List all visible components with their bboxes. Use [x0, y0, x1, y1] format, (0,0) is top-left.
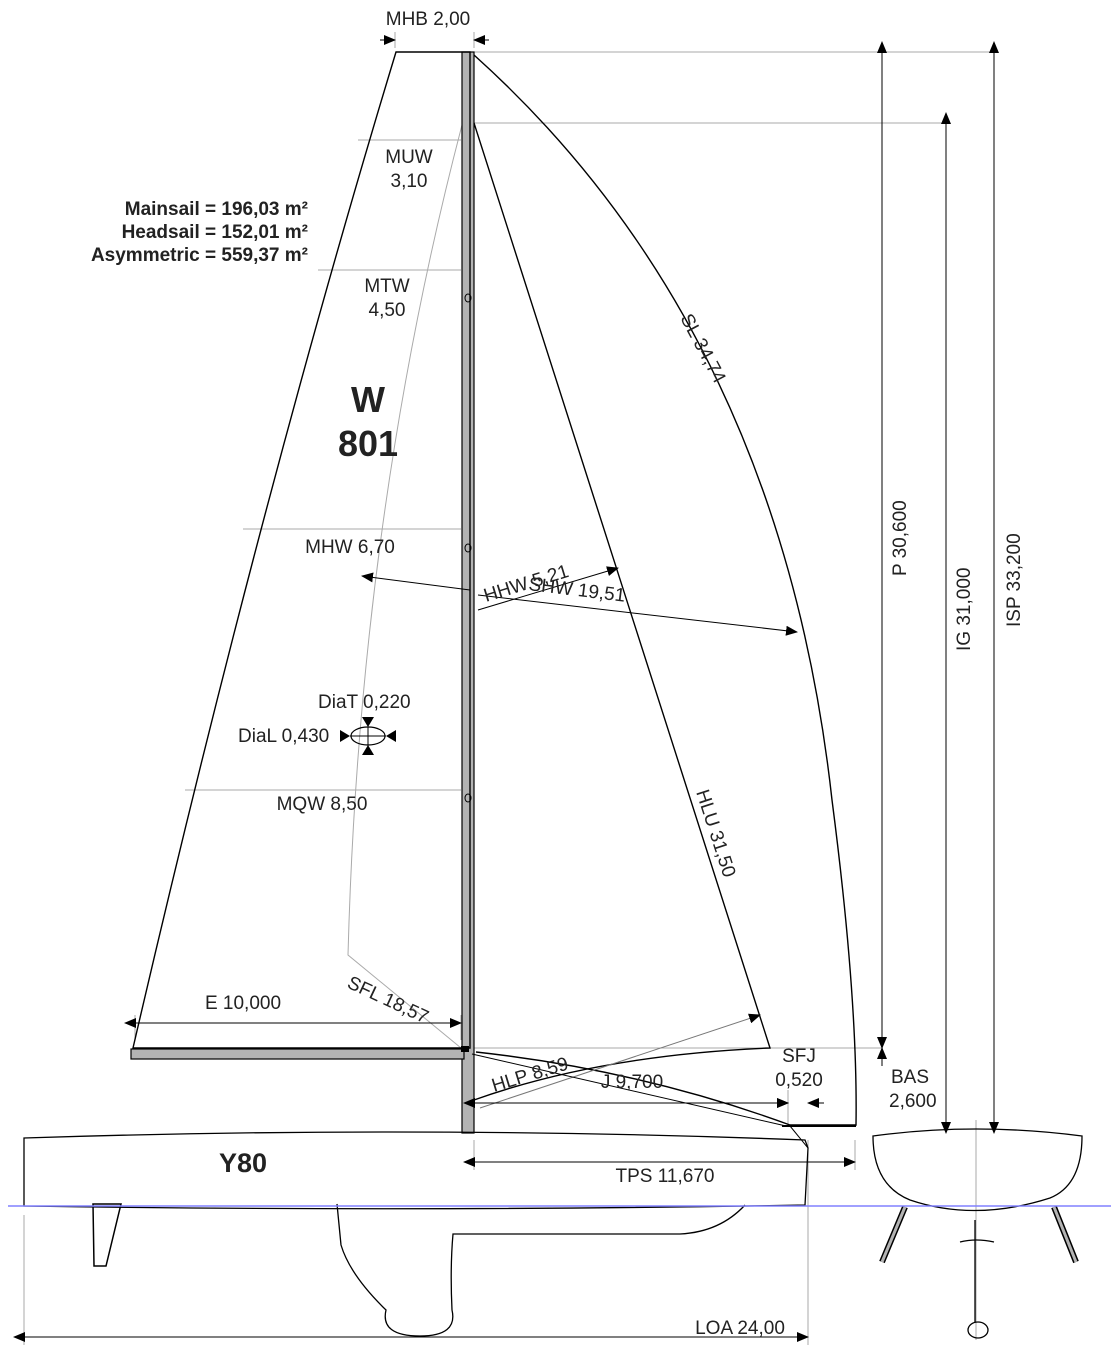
diat-label: DiaT 0,220 [318, 692, 411, 713]
mainsail-outline [132, 51, 471, 1049]
headsail-outline [473, 122, 771, 1101]
sail-letter: W [351, 379, 385, 420]
hull-name: Y80 [219, 1148, 267, 1178]
sfl-label: SFL 18,57 [344, 972, 432, 1028]
isp-label: ISP 33,200 [1004, 533, 1025, 627]
mtw-label: MTW [364, 276, 409, 297]
bas-label: BAS [891, 1067, 929, 1088]
asymmetric-outline [473, 54, 857, 1126]
loa-label: LOA 24,00 [695, 1318, 785, 1339]
mast-eyes [464, 293, 472, 803]
mainsail-area-label: Mainsail = 196,03 m² [125, 199, 308, 220]
mtw-value: 4,50 [369, 300, 406, 321]
mast-section-icon [340, 717, 396, 755]
ig-label: IG 31,000 [954, 568, 975, 651]
gooseneck [461, 1046, 469, 1052]
mhw-label: MHW 6,70 [305, 537, 395, 558]
sfj-value: 0,520 [775, 1070, 823, 1091]
rudder [92, 1203, 122, 1267]
e-label: E 10,000 [205, 993, 281, 1014]
asymmetric-area-label: Asymmetric = 559,37 m² [91, 245, 308, 266]
bas-value: 2,600 [889, 1091, 937, 1112]
mqw-label: MQW 8,50 [277, 794, 368, 815]
hull-front [872, 1128, 1083, 1339]
shw-label: SHW 19,51 [527, 574, 626, 607]
mast [461, 51, 475, 1134]
hlp-label: HLP 8,59 [489, 1054, 571, 1097]
mhb-label: MHB 2,00 [386, 9, 470, 30]
j-label: J 9,700 [601, 1072, 663, 1093]
hull-side [23, 1131, 809, 1210]
keel [336, 1203, 746, 1337]
tps-label: TPS 11,670 [616, 1166, 715, 1187]
muw-label: MUW [385, 147, 433, 168]
headsail-area-label: Headsail = 152,01 m² [122, 222, 308, 243]
stem-line [789, 1125, 809, 1149]
sail-number: 801 [338, 423, 398, 464]
p-label: P 30,600 [890, 500, 911, 576]
dial-label: DiaL 0,430 [238, 726, 329, 747]
reference-lines [23, 32, 998, 1345]
dimension-arrows [13, 35, 999, 1342]
hlu-label: HLU 31,50 [691, 787, 739, 880]
muw-value: 3,10 [391, 171, 428, 192]
sl-label: SL 34,74 [676, 310, 730, 387]
sfj-label: SFJ [782, 1046, 816, 1067]
boom [130, 1048, 465, 1060]
